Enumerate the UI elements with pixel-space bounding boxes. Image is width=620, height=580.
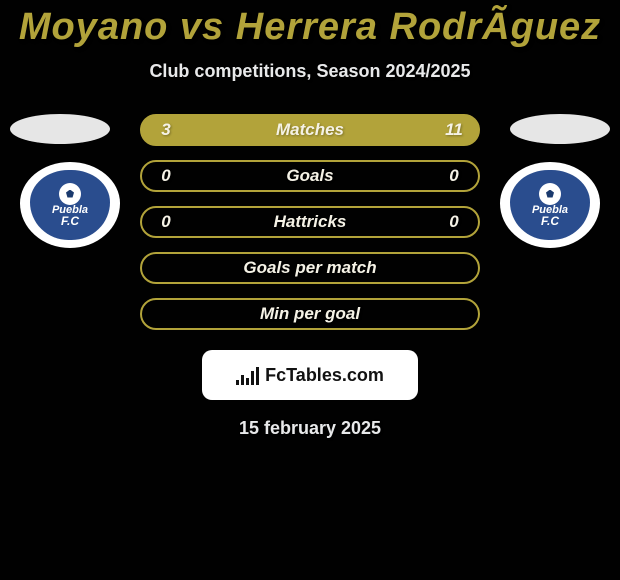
fctables-attribution: FcTables.com: [202, 350, 418, 400]
club-name-bot: F.C: [541, 214, 559, 228]
soccer-ball-icon: [539, 183, 561, 205]
page-subtitle: Club competitions, Season 2024/2025: [0, 61, 620, 82]
player-avatar-left: [10, 114, 110, 144]
club-badge-left: Puebla F.C: [20, 162, 120, 248]
stat-row-goals-per-match: Goals per match: [140, 252, 480, 284]
stat-value-left: 0: [156, 212, 176, 232]
fctables-label: FcTables.com: [265, 365, 384, 386]
stat-row-hattricks: 0 Hattricks 0: [140, 206, 480, 238]
stat-row-matches: 3 Matches 11: [140, 114, 480, 146]
stat-value-right: 11: [444, 120, 464, 140]
stat-label: Min per goal: [176, 304, 444, 324]
stat-label: Matches: [176, 120, 444, 140]
badge-inner: Puebla F.C: [30, 170, 110, 240]
stat-value-left: 0: [156, 166, 176, 186]
stat-label: Goals: [176, 166, 444, 186]
page-title: Moyano vs Herrera RodrÃ­guez: [0, 0, 620, 49]
stat-row-min-per-goal: Min per goal: [140, 298, 480, 330]
stat-value-right: 0: [444, 212, 464, 232]
stat-row-goals: 0 Goals 0: [140, 160, 480, 192]
badge-shape: Puebla F.C: [20, 162, 120, 248]
badge-inner: Puebla F.C: [510, 170, 590, 240]
stat-value-right: 0: [444, 166, 464, 186]
comparison-card: Moyano vs Herrera RodrÃ­guez Club compet…: [0, 0, 620, 580]
bar-chart-icon: [236, 365, 259, 385]
stat-label: Goals per match: [176, 258, 444, 278]
stat-rows: 3 Matches 11 0 Goals 0 0 Hattricks 0 Goa…: [140, 114, 480, 330]
stats-area: Puebla F.C Puebla F.C 3 Matches 11 0: [0, 114, 620, 439]
stat-label: Hattricks: [176, 212, 444, 232]
soccer-ball-icon: [59, 183, 81, 205]
stat-value-left: 3: [156, 120, 176, 140]
date-label: 15 february 2025: [0, 418, 620, 439]
club-badge-right: Puebla F.C: [500, 162, 600, 248]
player-avatar-right: [510, 114, 610, 144]
club-name-bot: F.C: [61, 214, 79, 228]
badge-shape: Puebla F.C: [500, 162, 600, 248]
